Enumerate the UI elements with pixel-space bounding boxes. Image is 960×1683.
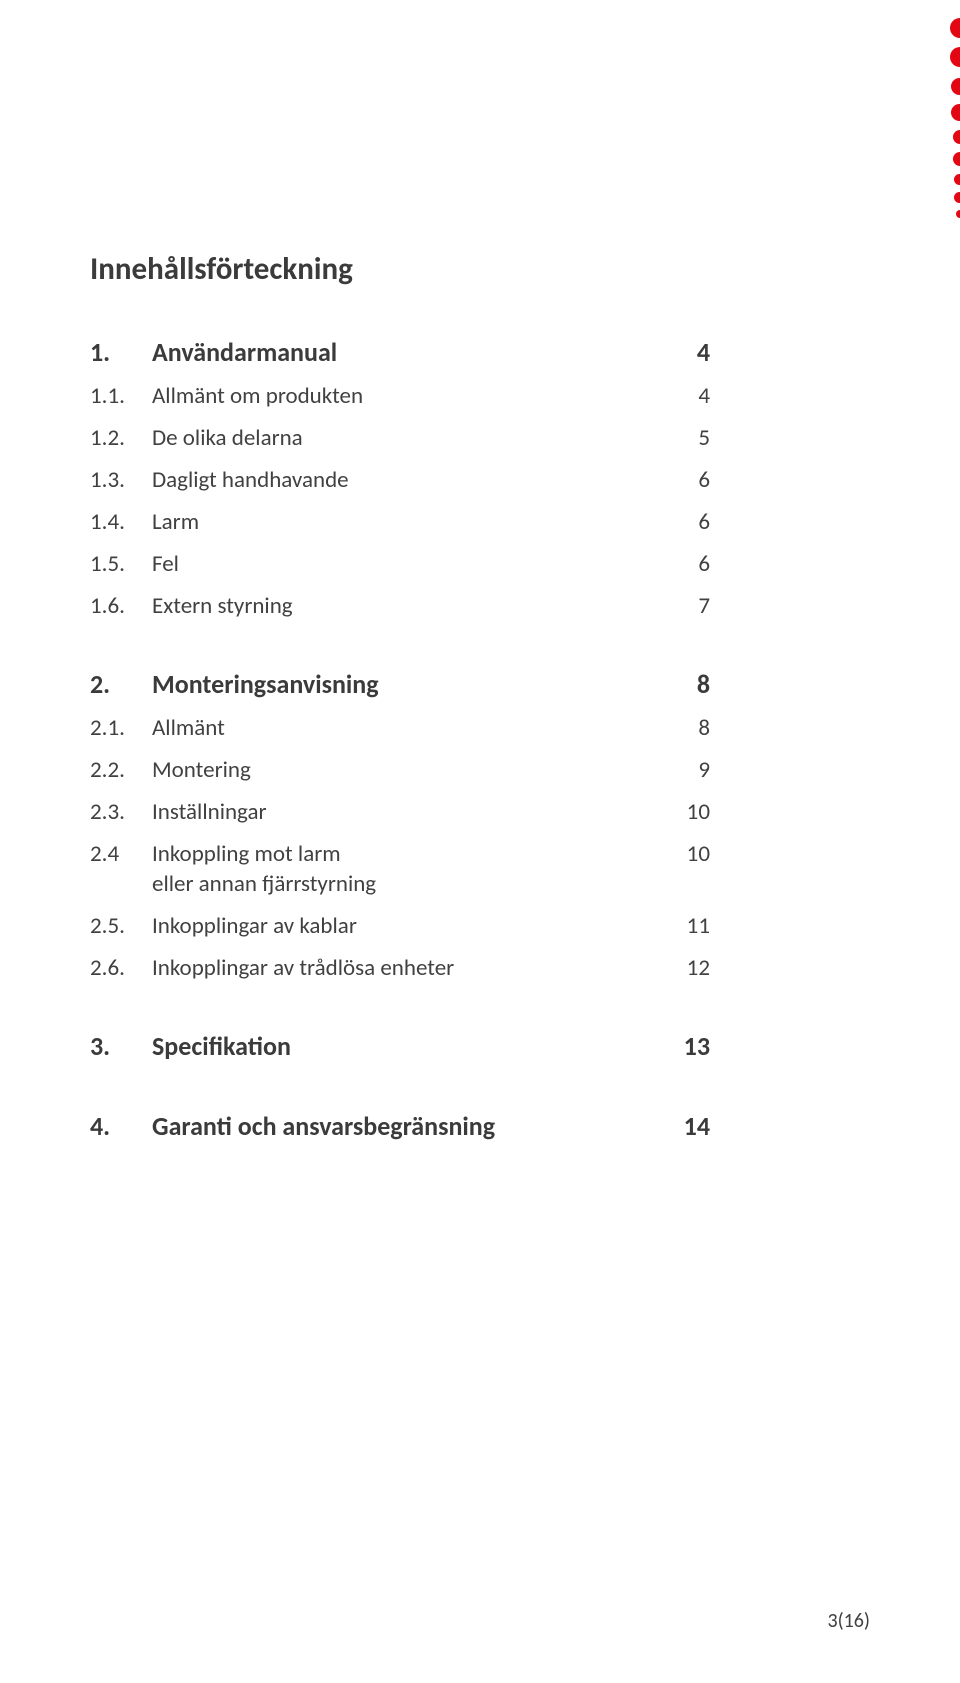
toc-minor-page: 11 — [660, 912, 710, 940]
toc-minor-page: 10 — [660, 798, 710, 826]
toc-major-label: Garanti och ansvarsbegränsning — [152, 1110, 660, 1142]
toc-major-label: Användarmanual — [152, 336, 660, 368]
toc-minor-page: 12 — [660, 954, 710, 982]
toc-minor-page: 6 — [660, 466, 710, 494]
toc-minor-label: Inställningar — [152, 798, 660, 826]
toc-minor-num: 1.4. — [90, 508, 152, 536]
toc-section: 2.Monteringsanvisning82.1.Allmänt82.2.Mo… — [90, 668, 840, 982]
toc-major-page: 4 — [660, 336, 710, 368]
toc-minor-num: 1.5. — [90, 550, 152, 578]
dot-icon — [950, 18, 960, 38]
toc-major-row: 1.Användarmanual4 — [90, 336, 710, 368]
toc-minor-row: 1.2.De olika delarna5 — [90, 424, 710, 452]
toc-section: 1.Användarmanual41.1.Allmänt om produkte… — [90, 336, 840, 620]
toc-minor-num: 2.4 — [90, 840, 152, 868]
toc-minor-label: Montering — [152, 756, 660, 784]
document-page: Innehållsförteckning 1.Användarmanual41.… — [0, 0, 960, 1683]
toc-minor-label: Inkopplingar av kablar — [152, 912, 660, 940]
toc-minor-num: 2.2. — [90, 756, 152, 784]
toc-minor-num: 1.3. — [90, 466, 152, 494]
toc-major-row: 2.Monteringsanvisning8 — [90, 668, 710, 700]
toc-minor-num: 1.2. — [90, 424, 152, 452]
dot-icon — [953, 130, 960, 144]
toc-minor-page: 9 — [660, 756, 710, 784]
dot-icon — [953, 152, 960, 166]
dot-icon — [950, 47, 960, 67]
toc-minor-row: 2.2.Montering9 — [90, 756, 710, 784]
toc-minor-row: 1.3.Dagligt handhavande6 — [90, 466, 710, 494]
toc-minor-label: Larm — [152, 508, 660, 536]
toc-minor-page: 6 — [660, 550, 710, 578]
toc-minor-label: Fel — [152, 550, 660, 578]
dot-icon — [954, 174, 960, 185]
toc-minor-row: 2.3.Inställningar10 — [90, 798, 710, 826]
toc-minor-row: 2.1.Allmänt8 — [90, 714, 710, 742]
toc-minor-label: Allmänt om produkten — [152, 382, 660, 410]
toc-minor-label: Inkopplingar av trådlösa enheter — [152, 954, 660, 982]
toc-section: 4.Garanti och ansvarsbegränsning14 — [90, 1110, 840, 1142]
toc-minor-num: 1.6. — [90, 592, 152, 620]
toc-major-num: 1. — [90, 336, 152, 368]
toc-major-row: 4.Garanti och ansvarsbegränsning14 — [90, 1110, 710, 1142]
toc-minor-label: Extern styrning — [152, 592, 660, 620]
toc-minor-row: 1.5.Fel6 — [90, 550, 710, 578]
toc-major-page: 8 — [660, 668, 710, 700]
toc-minor-page: 5 — [660, 424, 710, 452]
page-footer: 3(16) — [827, 1609, 870, 1633]
toc-section: 3.Specifikation13 — [90, 1030, 840, 1062]
table-of-contents: 1.Användarmanual41.1.Allmänt om produkte… — [90, 336, 840, 1142]
toc-minor-num: 2.5. — [90, 912, 152, 940]
dot-icon — [956, 210, 960, 218]
toc-major-row: 3.Specifikation13 — [90, 1030, 710, 1062]
toc-minor-num: 2.1. — [90, 714, 152, 742]
dot-icon — [954, 192, 960, 203]
toc-major-num: 3. — [90, 1030, 152, 1062]
toc-major-num: 4. — [90, 1110, 152, 1142]
toc-minor-page: 7 — [660, 592, 710, 620]
toc-major-label: Specifikation — [152, 1030, 660, 1062]
toc-major-label: Monteringsanvisning — [152, 668, 660, 700]
toc-minor-label: Inkoppling mot larm — [152, 840, 660, 868]
toc-minor-label: Allmänt — [152, 714, 660, 742]
toc-minor-page: 6 — [660, 508, 710, 536]
toc-minor-label: De olika delarna — [152, 424, 660, 452]
toc-major-page: 14 — [660, 1110, 710, 1142]
toc-minor-page: 4 — [660, 382, 710, 410]
page-title: Innehållsförteckning — [90, 250, 840, 288]
toc-minor-num: 2.6. — [90, 954, 152, 982]
dot-icon — [951, 104, 960, 121]
toc-minor-num: 1.1. — [90, 382, 152, 410]
toc-minor-row: 2.4Inkoppling mot larm10 — [90, 840, 710, 868]
toc-minor-sublabel: eller annan fjärrstyrning — [152, 870, 840, 898]
toc-minor-row: 2.6.Inkopplingar av trådlösa enheter12 — [90, 954, 710, 982]
toc-minor-row: 1.6.Extern styrning7 — [90, 592, 710, 620]
toc-minor-row: 2.5.Inkopplingar av kablar11 — [90, 912, 710, 940]
dot-icon — [951, 78, 960, 95]
toc-minor-row: 1.1.Allmänt om produkten4 — [90, 382, 710, 410]
toc-minor-row: 1.4.Larm6 — [90, 508, 710, 536]
toc-minor-page: 8 — [660, 714, 710, 742]
toc-minor-page: 10 — [660, 840, 710, 868]
toc-major-page: 13 — [660, 1030, 710, 1062]
toc-minor-label: Dagligt handhavande — [152, 466, 660, 494]
toc-major-num: 2. — [90, 668, 152, 700]
toc-minor-num: 2.3. — [90, 798, 152, 826]
